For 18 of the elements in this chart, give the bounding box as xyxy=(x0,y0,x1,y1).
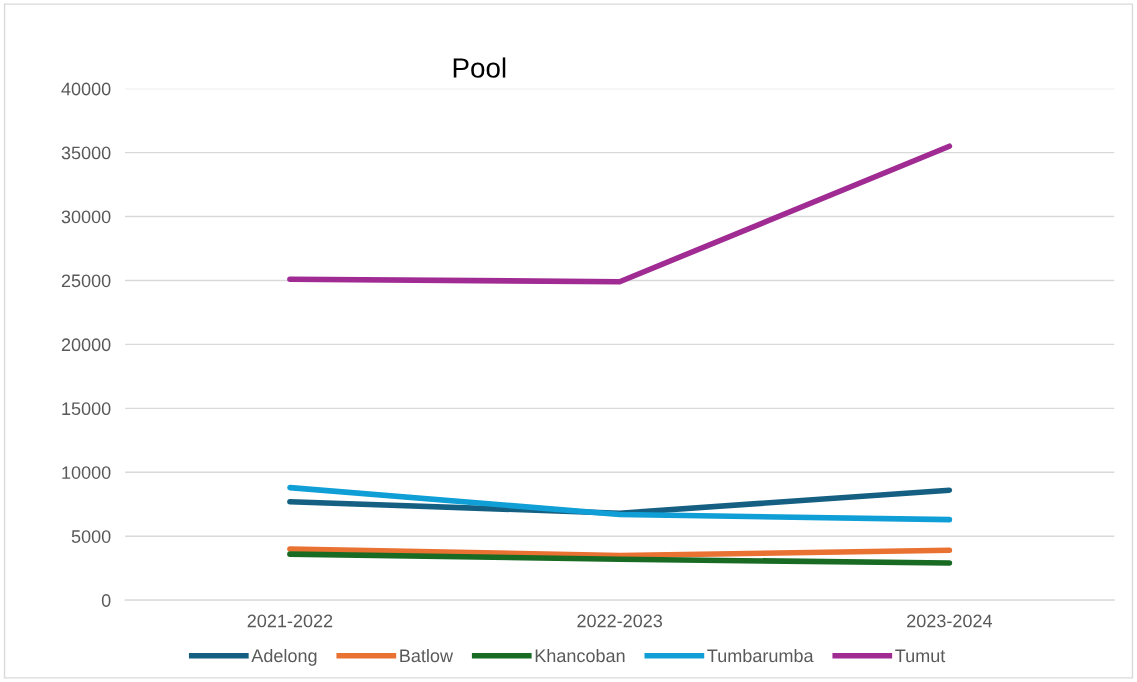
y-tick-label: 40000 xyxy=(61,82,111,96)
chart-title: Pool xyxy=(453,57,506,78)
y-tick-label: 10000 xyxy=(62,466,111,480)
legend-label: Adelong xyxy=(251,648,317,666)
x-tick-label: 2021-2022 xyxy=(247,614,333,628)
x-tick-label: 2023-2024 xyxy=(907,614,993,628)
legend-label: Tumbarumba xyxy=(707,648,814,663)
y-tick-label: 20000 xyxy=(61,338,111,352)
y-tick-label: 35000 xyxy=(61,146,111,160)
legend-label: Tumut xyxy=(895,649,946,663)
legend-label: Khancoban xyxy=(535,648,625,663)
x-tick-label: 2022-2023 xyxy=(577,614,663,628)
legend-label: Batlow xyxy=(400,648,454,663)
y-tick-label: 0 xyxy=(101,594,111,607)
y-tick-label: 25000 xyxy=(61,274,111,288)
y-tick-label: 5000 xyxy=(71,530,111,543)
y-tick-label: 15000 xyxy=(62,402,111,416)
y-tick-label: 30000 xyxy=(61,210,111,224)
